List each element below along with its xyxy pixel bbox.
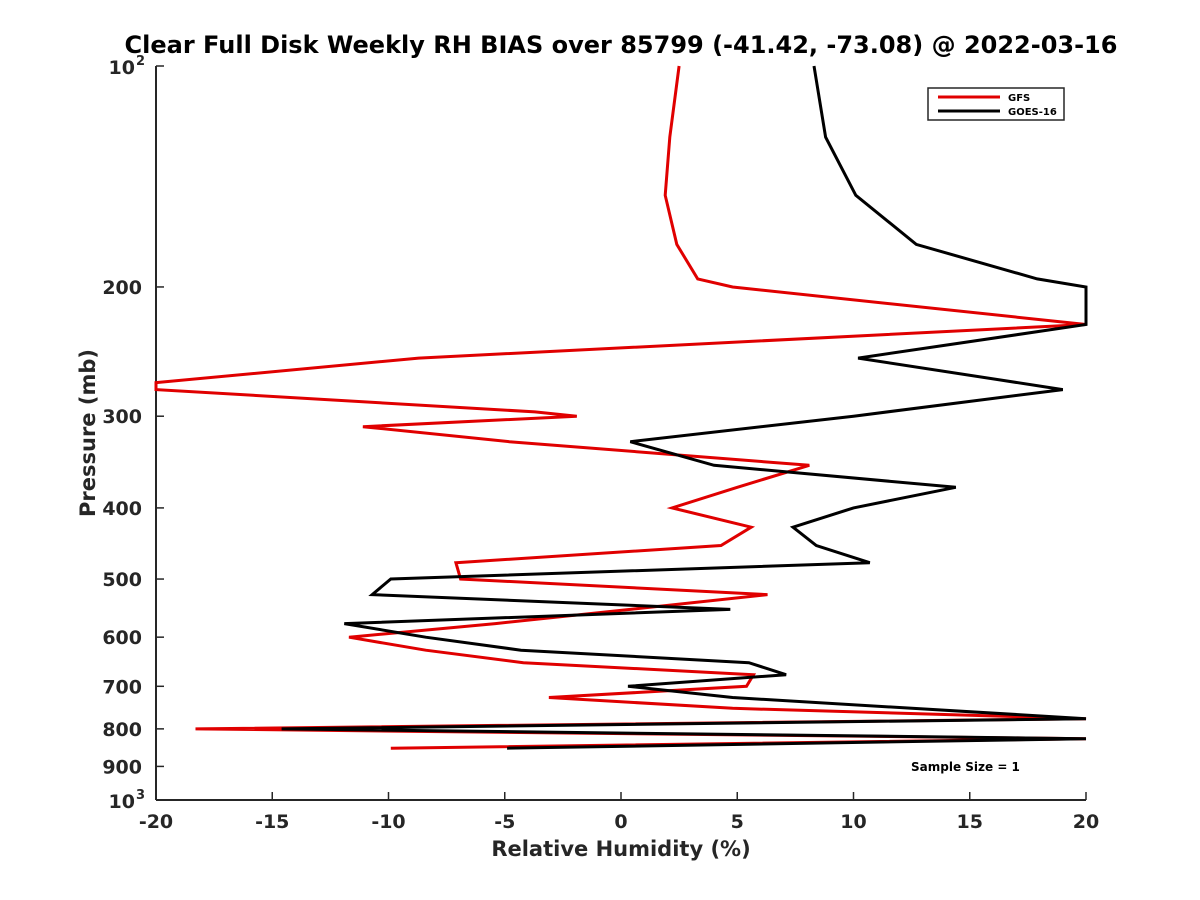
x-tick-label: -15 (255, 811, 289, 833)
y-tick-label: 500 (102, 569, 142, 591)
x-tick-label: 10 (840, 811, 866, 833)
x-tick-label: 5 (731, 811, 744, 833)
x-tick-label: 15 (957, 811, 983, 833)
legend-label: GFS (1008, 93, 1030, 104)
y-tick-label: 900 (102, 756, 142, 778)
y-tick-label: 10 (109, 791, 135, 813)
y-tick-label: 600 (102, 627, 142, 649)
chart-title: Clear Full Disk Weekly RH BIAS over 8579… (125, 31, 1118, 59)
legend: GFS GOES-16 (927, 87, 1065, 121)
x-tick-label: 0 (614, 811, 627, 833)
x-axis-label: Relative Humidity (%) (491, 837, 750, 861)
y-tick-label: 700 (102, 676, 142, 698)
series-line-goes-16 (281, 65, 1088, 750)
y-tick-exponent: 2 (136, 54, 145, 69)
x-tick-label: -5 (494, 811, 515, 833)
plot-frame (155, 66, 1086, 801)
sample-size-annotation: Sample Size = 1 (911, 760, 1020, 774)
y-tick-exponent: 3 (136, 788, 145, 803)
x-ticks: -20 -15 -10 -5 0 5 10 15 20 (139, 792, 1099, 833)
series-layer (154, 65, 1088, 750)
y-tick-label: 300 (102, 406, 142, 428)
y-tick-label: 800 (102, 719, 142, 741)
y-axis-label: Pressure (mb) (76, 349, 100, 517)
legend-label: GOES-16 (1008, 107, 1057, 118)
y-tick-label: 400 (102, 498, 142, 520)
series-line-gfs (154, 65, 1087, 750)
y-tick-label: 10 (109, 57, 135, 79)
y-tick-label: 200 (102, 277, 142, 299)
legend-box (927, 87, 1065, 121)
x-tick-label: -10 (371, 811, 405, 833)
x-tick-label: -20 (139, 811, 173, 833)
x-tick-label: 20 (1073, 811, 1099, 833)
